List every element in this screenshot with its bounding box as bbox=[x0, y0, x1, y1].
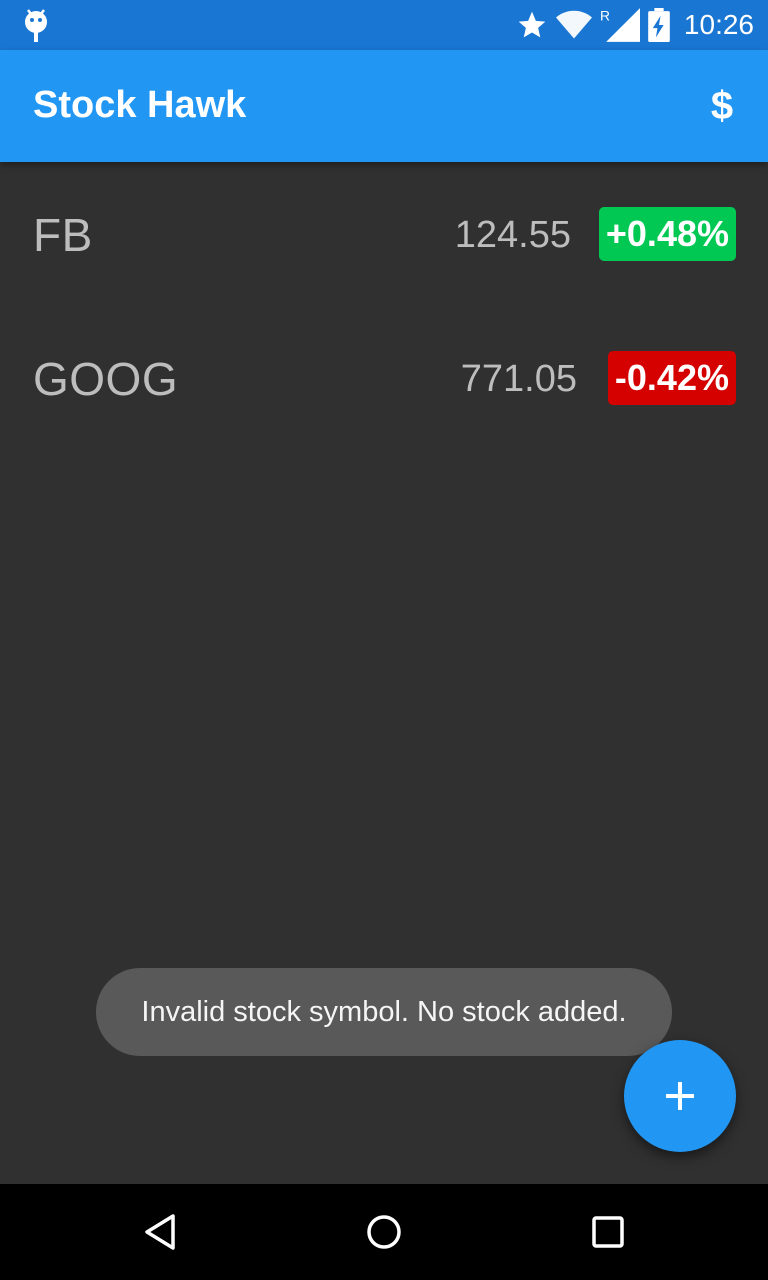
back-button[interactable] bbox=[130, 1202, 190, 1262]
status-bar: R 10:26 bbox=[0, 0, 768, 50]
change-badge-positive[interactable]: +0.48% bbox=[598, 207, 736, 261]
plus-icon bbox=[666, 1082, 694, 1110]
status-clock: 10:26 bbox=[683, 9, 754, 40]
battery-charging-icon bbox=[648, 8, 670, 42]
dollar-icon: $ bbox=[710, 83, 734, 128]
star-icon bbox=[518, 11, 546, 38]
roaming-mark: R bbox=[600, 8, 610, 23]
app-bar: Stock Hawk $ bbox=[0, 50, 768, 162]
android-notification-icon bbox=[25, 9, 47, 42]
recents-button[interactable] bbox=[578, 1202, 638, 1262]
signal-icon: R bbox=[600, 8, 640, 42]
add-stock-fab[interactable] bbox=[624, 1040, 736, 1152]
status-icons: R 10:26 bbox=[516, 0, 754, 50]
app-title: Stock Hawk bbox=[33, 84, 247, 126]
back-icon bbox=[145, 1214, 175, 1250]
stock-list: FB 124.55 +0.48% GOOG 771.05 -0.42% bbox=[0, 162, 768, 450]
toast-message: Invalid stock symbol. No stock added. bbox=[96, 968, 672, 1056]
wifi-icon bbox=[555, 10, 592, 39]
home-icon bbox=[367, 1215, 401, 1249]
stock-symbol: GOOG bbox=[33, 353, 179, 405]
stock-row-goog[interactable]: GOOG 771.05 -0.42% bbox=[0, 306, 768, 450]
toast-text: Invalid stock symbol. No stock added. bbox=[141, 995, 627, 1028]
recents-icon bbox=[592, 1216, 624, 1248]
stock-symbol: FB bbox=[33, 209, 93, 261]
change-units-button[interactable]: $ bbox=[700, 78, 744, 134]
stock-row-fb[interactable]: FB 124.55 +0.48% bbox=[0, 162, 768, 306]
stock-price: 771.05 bbox=[460, 358, 577, 400]
navigation-bar bbox=[0, 1184, 768, 1280]
home-button[interactable] bbox=[354, 1202, 414, 1262]
stock-price: 124.55 bbox=[454, 214, 571, 256]
change-badge-negative[interactable]: -0.42% bbox=[607, 351, 736, 405]
